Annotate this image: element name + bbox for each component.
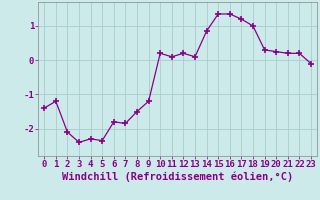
X-axis label: Windchill (Refroidissement éolien,°C): Windchill (Refroidissement éolien,°C) (62, 172, 293, 182)
